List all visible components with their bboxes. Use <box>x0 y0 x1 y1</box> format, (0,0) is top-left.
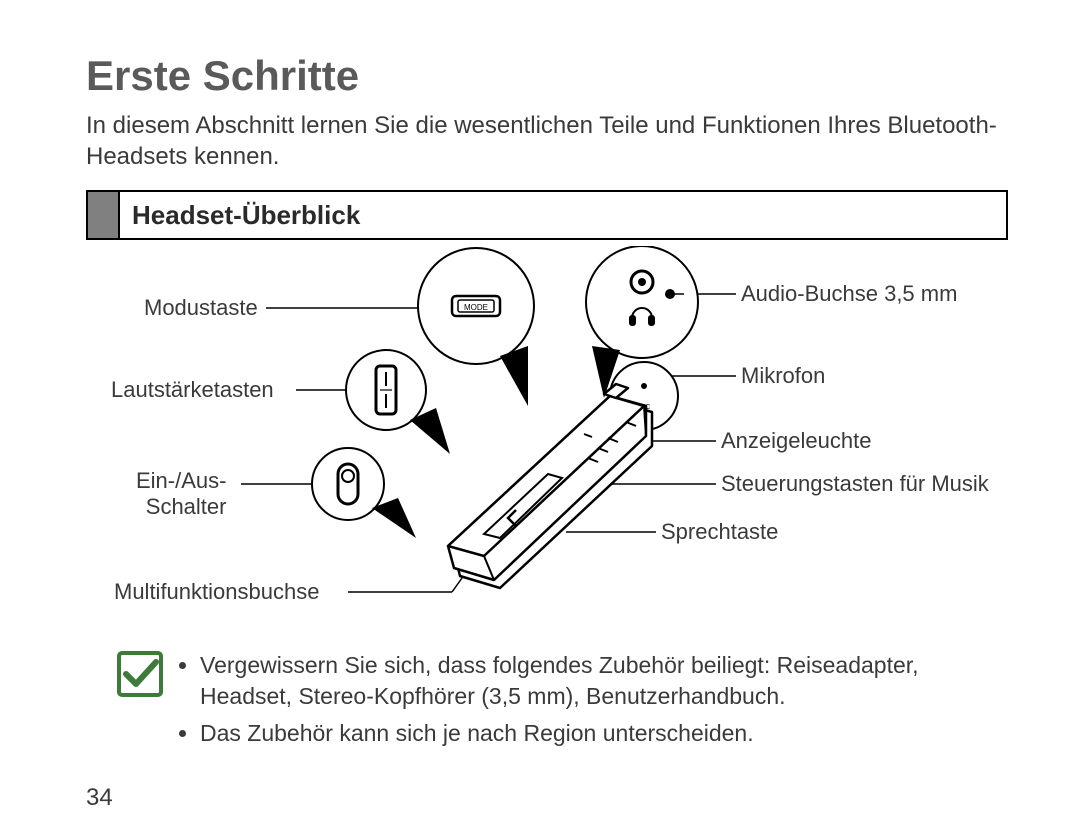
label-mikrofon: Mikrofon <box>741 363 825 389</box>
section-bar: Headset-Überblick <box>86 190 1008 240</box>
overview-diagram: MODE <box>86 246 1008 646</box>
section-tab <box>88 192 120 238</box>
label-anzeigeleuchte: Anzeigeleuchte <box>721 428 871 454</box>
note-item-2: Das Zubehör kann sich je nach Region unt… <box>200 718 1008 749</box>
label-audio: Audio-Buchse 3,5 mm <box>741 281 957 307</box>
mode-badge-text: MODE <box>464 303 488 312</box>
label-modustaste: Modustaste <box>144 295 258 321</box>
label-sprechtaste: Sprechtaste <box>661 519 778 545</box>
label-lautstaerke: Lautstärketasten <box>111 377 274 403</box>
checkbox-icon <box>116 650 164 698</box>
notes-list: Vergewissern Sie sich, dass folgendes Zu… <box>182 650 1008 755</box>
page-number: 34 <box>86 784 113 812</box>
label-einaus-l2: Schalter <box>146 494 227 519</box>
notes-block: Vergewissern Sie sich, dass folgendes Zu… <box>86 650 1008 755</box>
note-item-1: Vergewissern Sie sich, dass folgendes Zu… <box>200 650 1008 712</box>
label-multifunktion: Multifunktionsbuchse <box>114 579 319 605</box>
page-heading: Erste Schritte <box>86 52 1008 100</box>
label-einaus-l1: Ein-/Aus- <box>136 468 226 493</box>
label-steuerung: Steuerungstasten für Musik <box>721 471 989 497</box>
section-title: Headset-Überblick <box>120 192 1006 238</box>
label-einaus: Ein-/Aus- Schalter <box>136 468 226 519</box>
intro-text: In diesem Abschnitt lernen Sie die wesen… <box>86 110 1008 172</box>
